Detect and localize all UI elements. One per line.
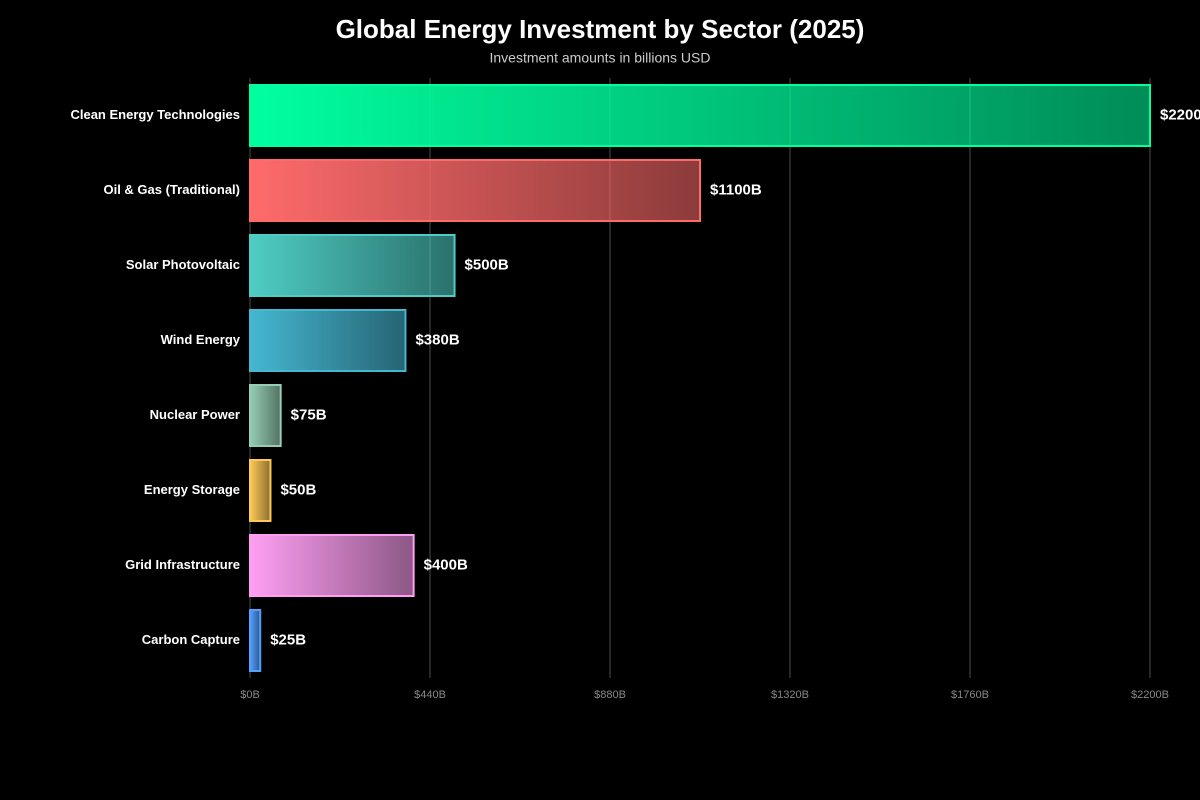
y-tick-label: Wind Energy xyxy=(161,332,241,347)
value-label: $50B xyxy=(280,481,316,498)
x-tick-label: $880B xyxy=(594,689,626,701)
value-label: $500B xyxy=(465,256,509,273)
value-label: $25B xyxy=(270,631,306,648)
x-tick-label: $2200B xyxy=(1131,689,1169,701)
y-tick-label: Nuclear Power xyxy=(150,407,240,422)
chart-title: Global Energy Investment by Sector (2025… xyxy=(336,14,865,44)
bar xyxy=(249,234,456,297)
bar xyxy=(249,309,407,372)
chart-subtitle: Investment amounts in billions USD xyxy=(490,50,711,66)
value-label: $2200B xyxy=(1160,106,1200,123)
x-tick-label: $440B xyxy=(414,689,446,701)
value-label: $380B xyxy=(415,331,459,348)
x-tick-label: $1320B xyxy=(771,689,809,701)
y-tick-label: Carbon Capture xyxy=(142,632,240,647)
bar xyxy=(249,459,272,522)
value-label: $75B xyxy=(291,406,327,423)
y-tick-label: Energy Storage xyxy=(144,482,240,497)
bar xyxy=(249,609,262,672)
bar xyxy=(249,84,1151,147)
y-tick-label: Clean Energy Technologies xyxy=(70,107,240,122)
x-tick-label: $1760B xyxy=(951,689,989,701)
bar xyxy=(249,534,415,597)
value-label: $1100B xyxy=(710,181,762,198)
x-tick-label: $0B xyxy=(240,689,260,701)
value-label: $400B xyxy=(424,556,468,573)
y-tick-label: Solar Photovoltaic xyxy=(126,257,240,272)
y-tick-label: Grid Infrastructure xyxy=(125,557,240,572)
bar xyxy=(249,159,701,222)
bar xyxy=(249,384,282,447)
y-tick-label: Oil & Gas (Traditional) xyxy=(103,182,240,197)
